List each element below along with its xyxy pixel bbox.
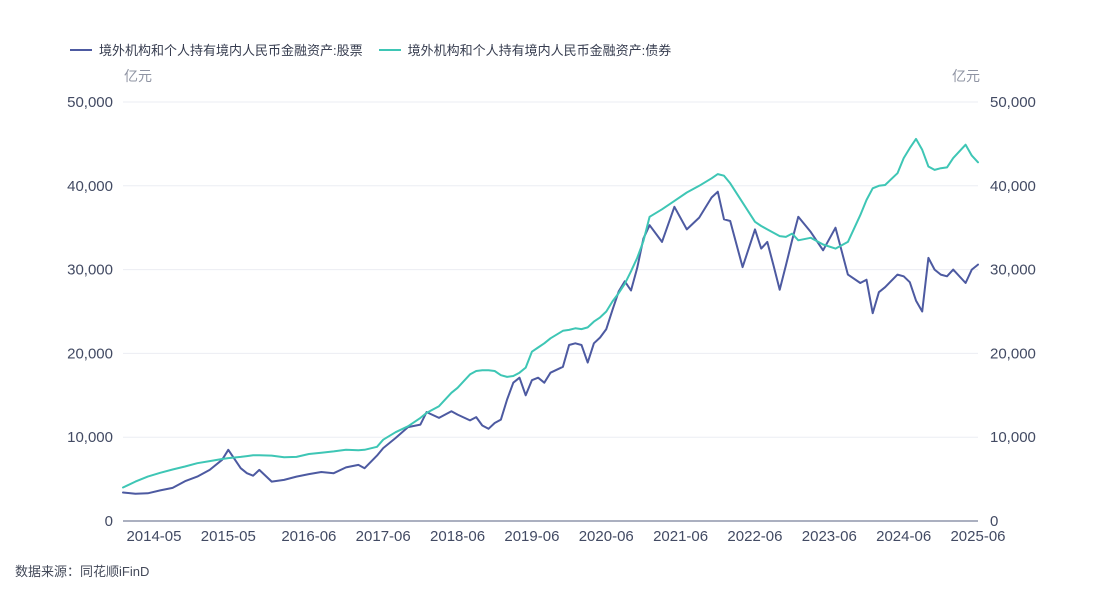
y-axis-unit-right: 亿元 — [952, 68, 980, 84]
stocks-line — [122, 190, 979, 495]
x-axis-tick-label: 2024-06 — [876, 528, 931, 545]
y-axis-tick-label-left: 50,000 — [67, 94, 113, 111]
y-axis-tick-label-right: 40,000 — [990, 178, 1036, 195]
y-axis-tick-label-left: 20,000 — [67, 345, 113, 362]
y-axis-tick-label-left: 0 — [105, 513, 113, 530]
data-source: 数据来源：同花顺iFinD — [15, 564, 150, 579]
x-axis-tick-label: 2015-05 — [201, 528, 256, 545]
x-axis-tick-label: 2025-06 — [950, 528, 1005, 545]
x-axis-tick-label: 2022-06 — [727, 528, 782, 545]
y-axis-unit-left: 亿元 — [124, 68, 152, 84]
y-axis-tick-label-left: 40,000 — [67, 178, 113, 195]
x-axis-tick-label: 2017-06 — [356, 528, 411, 545]
x-axis-tick-label: 2021-06 — [653, 528, 708, 545]
y-axis-tick-label-right: 20,000 — [990, 345, 1036, 362]
x-axis-tick-label: 2018-06 — [430, 528, 485, 545]
legend-item-stocks[interactable]: 境外机构和个人持有境内人民币金融资产:股票 — [70, 40, 363, 59]
y-axis-tick-label-left: 10,000 — [67, 429, 113, 446]
y-axis-tick-label-left: 30,000 — [67, 262, 113, 279]
x-axis-tick-label: 2020-06 — [579, 528, 634, 545]
x-axis-tick-label: 2019-06 — [504, 528, 559, 545]
legend-label-stocks: 境外机构和个人持有境内人民币金融资产:股票 — [99, 43, 363, 58]
bonds-line — [122, 137, 979, 489]
bonds-line-swatch — [378, 48, 401, 51]
x-axis-tick-label: 2014-05 — [126, 528, 181, 545]
legend-item-bonds[interactable]: 境外机构和个人持有境内人民币金融资产:债券 — [378, 40, 672, 59]
x-axis-tick-label: 2016-06 — [281, 528, 336, 545]
x-axis-tick-label: 2023-06 — [802, 528, 857, 545]
y-axis-tick-label-right: 0 — [990, 513, 998, 530]
legend: 境外机构和个人持有境内人民币金融资产:股票 境外机构和个人持有境内人民币金融资产… — [70, 40, 671, 59]
legend-label-bonds: 境外机构和个人持有境内人民币金融资产:债券 — [407, 43, 672, 58]
y-axis-tick-label-right: 30,000 — [990, 262, 1036, 279]
stocks-line-swatch — [70, 48, 92, 51]
y-axis-tick-label-right: 10,000 — [990, 429, 1036, 446]
y-axis-tick-label-right: 50,000 — [990, 94, 1036, 111]
